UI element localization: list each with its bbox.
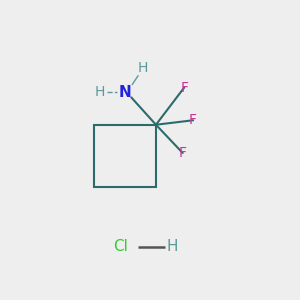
Text: Cl: Cl [113, 239, 128, 254]
Text: F: F [179, 146, 187, 160]
Text: H: H [167, 239, 178, 254]
Text: F: F [189, 113, 197, 127]
Text: N: N [118, 85, 131, 100]
Text: H: H [94, 85, 105, 99]
Bar [94, 125, 156, 187]
Text: H: H [137, 61, 148, 75]
Text: F: F [180, 81, 188, 94]
